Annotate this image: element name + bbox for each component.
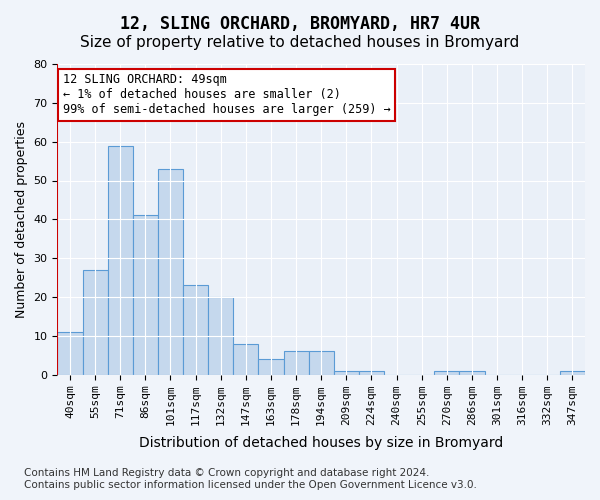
Bar (133, 216, 158, 374)
Bar (58, 332, 83, 374)
Bar (259, 359, 284, 374)
Bar (434, 371, 460, 374)
Bar (233, 344, 259, 374)
Bar (284, 352, 308, 374)
Bar (359, 371, 384, 374)
Bar (208, 297, 233, 374)
Bar (560, 371, 585, 374)
Bar (183, 286, 208, 374)
Bar (460, 371, 485, 374)
X-axis label: Distribution of detached houses by size in Bromyard: Distribution of detached houses by size … (139, 436, 503, 450)
Bar (107, 146, 133, 374)
Text: 12, SLING ORCHARD, BROMYARD, HR7 4UR: 12, SLING ORCHARD, BROMYARD, HR7 4UR (120, 15, 480, 33)
Bar (334, 371, 359, 374)
Bar (83, 270, 107, 374)
Text: Contains HM Land Registry data © Crown copyright and database right 2024.
Contai: Contains HM Land Registry data © Crown c… (24, 468, 477, 490)
Text: Size of property relative to detached houses in Bromyard: Size of property relative to detached ho… (80, 35, 520, 50)
Bar (308, 352, 334, 374)
Y-axis label: Number of detached properties: Number of detached properties (15, 121, 28, 318)
Text: 12 SLING ORCHARD: 49sqm
← 1% of detached houses are smaller (2)
99% of semi-deta: 12 SLING ORCHARD: 49sqm ← 1% of detached… (62, 74, 391, 116)
Bar (158, 169, 183, 374)
